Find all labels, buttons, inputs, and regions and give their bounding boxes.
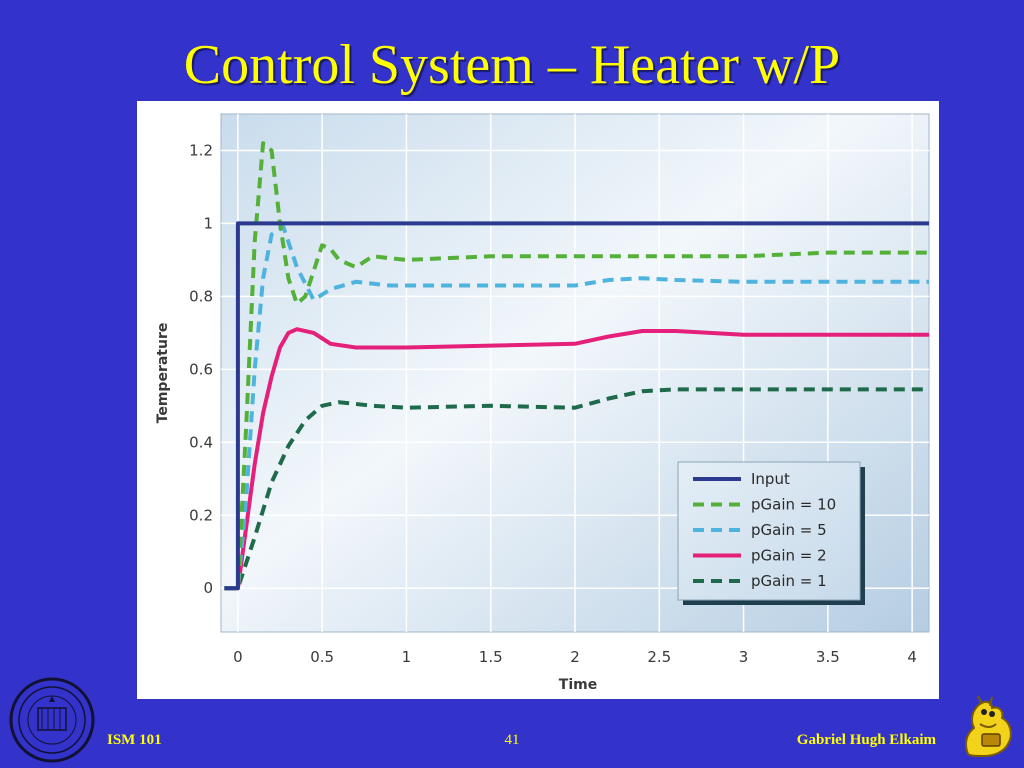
x-tick-label: 0.5 [310, 648, 334, 666]
footer-author: Gabriel Hugh Elkaim [796, 732, 936, 748]
series-line-0 [224, 221, 929, 591]
y-tick-label: 1.2 [189, 141, 213, 159]
x-tick-label: 2.5 [647, 648, 671, 666]
footer-course: ISM 101 [107, 732, 162, 748]
y-tick-label: 0 [203, 579, 213, 597]
series-line-2 [224, 225, 929, 591]
legend: Input pGain = 10 pGain = 5 pGain = 2 pGain =… [677, 461, 865, 605]
x-tick-label: 0 [233, 648, 243, 666]
legend-box [677, 461, 861, 601]
banana-slug-mascot-icon [965, 695, 1012, 758]
x-tick-label: 1.5 [479, 648, 503, 666]
x-tick-label: 2 [570, 648, 580, 666]
y-tick-label: 0.6 [189, 360, 213, 378]
slide-title: Control System – Heater w/P [183, 34, 841, 96]
legend-label-3: pGain = 2 [751, 547, 827, 565]
y-tick-label: 0.2 [189, 506, 213, 524]
x-axis-label: Time [559, 677, 597, 693]
university-seal-icon [9, 677, 95, 763]
y-tick-labels: 0 0.2 0.4 0.6 0.8 1 1.2 [189, 141, 213, 597]
series-line-3 [224, 327, 929, 591]
series-layer [224, 141, 929, 591]
chart-panel: 0 0.5 1 1.5 2 2.5 3 3.5 4 0 0.2 0.4 0.6 0.8 1 1.2 Time… [137, 101, 939, 699]
page-number: 41 [504, 732, 520, 748]
y-tick-label: 1 [203, 214, 213, 232]
x-tick-label: 1 [402, 648, 412, 666]
x-tick-labels: 0 0.5 1 1.5 2 2.5 3 3.5 4 [233, 648, 917, 666]
legend-label-2: pGain = 5 [751, 521, 827, 539]
x-tick-label: 3 [739, 648, 749, 666]
y-tick-label: 0.8 [189, 287, 213, 305]
legend-label-1: pGain = 10 [751, 496, 836, 514]
y-axis-label: Temperature [155, 323, 171, 424]
series-line-1 [224, 141, 929, 591]
x-tick-label: 3.5 [816, 648, 840, 666]
x-tick-label: 4 [907, 648, 917, 666]
legend-label-4: pGain = 1 [751, 572, 827, 590]
legend-label-0: Input [751, 470, 790, 488]
line-chart: 0 0.5 1 1.5 2 2.5 3 3.5 4 0 0.2 0.4 0.6 0.8 1 1.2 Time… [155, 113, 930, 693]
series-line-4 [224, 387, 929, 591]
y-tick-label: 0.4 [189, 433, 213, 451]
